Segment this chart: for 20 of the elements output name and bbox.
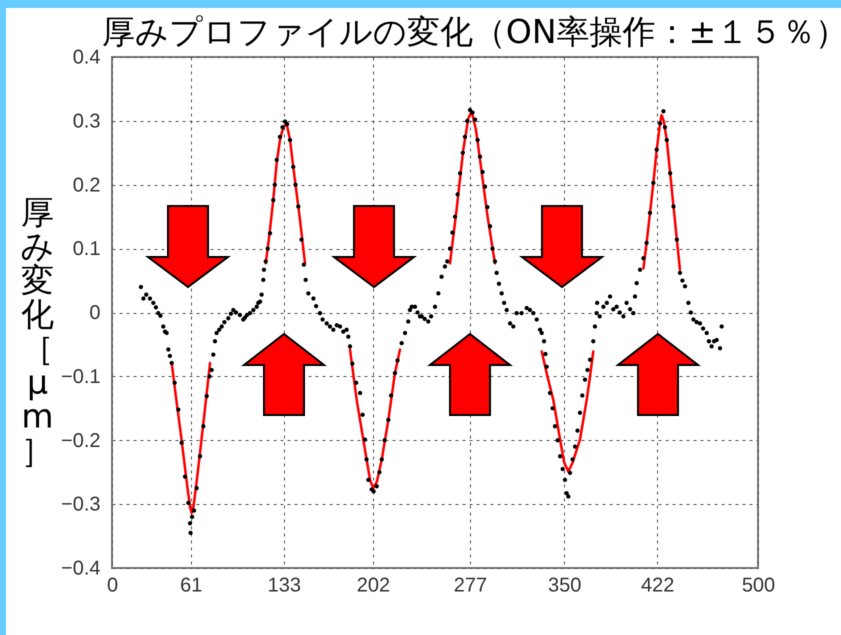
y-tick-label: 0.4 — [72, 46, 100, 68]
chart-title: 厚みプロファイルの変化（ON率操作：±１５％） — [102, 12, 841, 51]
y-tick-label: 0.1 — [72, 238, 100, 260]
x-tick-label: 277 — [454, 574, 488, 596]
x-tick-label: 0 — [106, 574, 118, 596]
y-tick-label: −0.2 — [61, 430, 100, 452]
y-tick-label: 0.3 — [72, 110, 100, 132]
y-tick-label: −0.1 — [61, 366, 100, 388]
y-tick-label: −0.3 — [61, 494, 100, 516]
x-tick-label: 202 — [356, 574, 390, 596]
x-tick-label: 133 — [268, 574, 302, 596]
x-tick-label: 422 — [641, 574, 674, 596]
x-tick-label: 61 — [180, 574, 202, 596]
x-tick-label: 350 — [548, 574, 582, 596]
y-tick-label: 0.2 — [72, 174, 100, 196]
line-series — [170, 362, 212, 514]
y-tick-label: 0 — [89, 302, 100, 324]
y-axis-title: 厚み変化［μm］ — [20, 192, 54, 470]
y-tick-label: −0.4 — [61, 558, 100, 580]
x-tick-label: 500 — [742, 574, 776, 596]
